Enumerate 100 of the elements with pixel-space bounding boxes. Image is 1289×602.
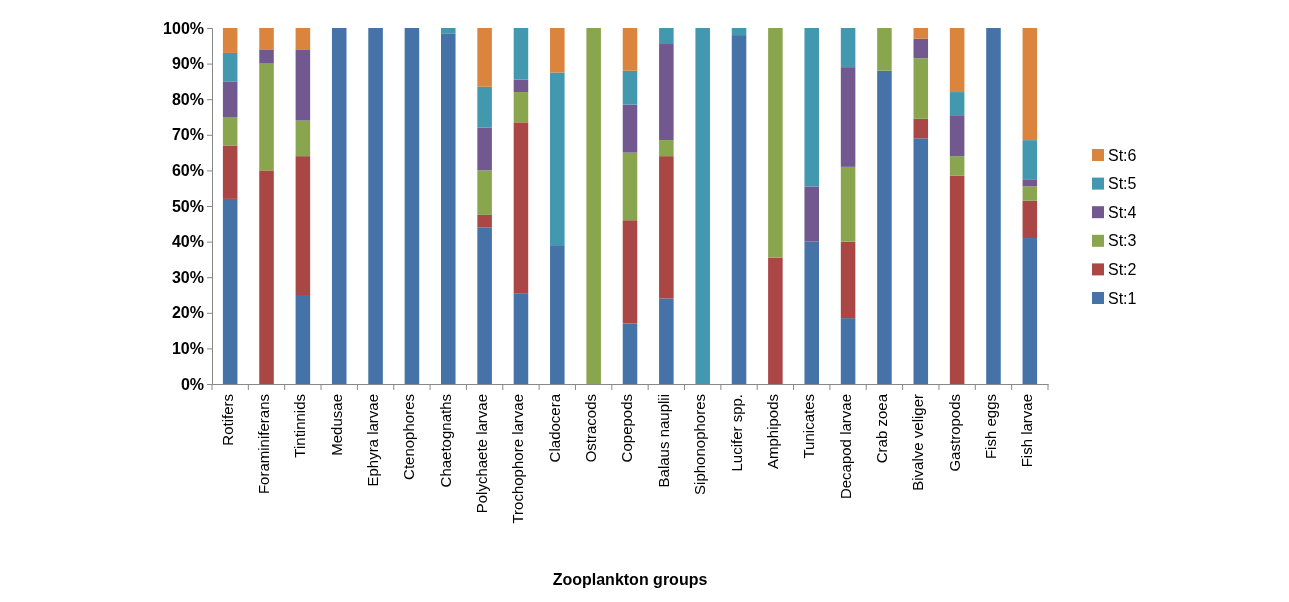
bar <box>222 117 238 146</box>
bar <box>477 227 492 384</box>
y-tick-label: 60% <box>171 162 204 180</box>
bar <box>949 175 965 384</box>
x-tick-label: Decapod larvae <box>836 394 854 500</box>
bar <box>440 28 456 34</box>
x-tick-label: Ostracods <box>582 394 600 463</box>
bar <box>877 70 892 384</box>
bar <box>295 28 311 50</box>
x-tick-label: Tunicates <box>800 394 818 459</box>
x-tick-label: Gastropods <box>945 394 963 472</box>
bar <box>222 52 238 82</box>
bar <box>295 120 311 157</box>
legend-label: St:1 <box>1108 289 1137 307</box>
bar <box>1022 238 1038 384</box>
y-tick-label: 80% <box>171 90 204 108</box>
bar <box>259 170 274 384</box>
bar <box>840 166 856 242</box>
bar <box>840 67 856 167</box>
x-tick-label: Crab zoea <box>872 393 890 464</box>
y-tick-label: 30% <box>171 268 204 286</box>
bar <box>586 28 601 384</box>
bar <box>513 122 529 294</box>
bar <box>659 44 674 141</box>
y-tick-label: 50% <box>171 197 204 215</box>
bar <box>913 38 929 59</box>
x-tick-label: Ctenophores <box>400 394 418 480</box>
y-tick-label: 70% <box>171 126 204 144</box>
bar <box>477 28 492 87</box>
bar <box>659 298 674 384</box>
bar <box>1022 179 1038 187</box>
bar <box>1022 28 1038 141</box>
y-tick-label: 100% <box>163 19 204 37</box>
x-tick-label: Cladocera <box>545 393 563 463</box>
bar <box>949 156 965 176</box>
bar <box>368 28 383 384</box>
bar <box>477 170 492 215</box>
bar <box>295 49 311 121</box>
bar <box>222 145 238 199</box>
y-tick-label: 0% <box>180 375 204 393</box>
bar <box>659 28 674 45</box>
bar <box>622 70 638 105</box>
bar <box>550 72 565 246</box>
bar <box>622 104 638 153</box>
bar <box>913 138 929 384</box>
bar <box>477 214 492 228</box>
bar <box>731 35 747 384</box>
x-tick-label: Bivalve veliger <box>909 394 927 491</box>
bar <box>731 28 747 36</box>
bar <box>550 245 565 384</box>
bar <box>513 293 529 384</box>
bar <box>986 28 1001 384</box>
legend-label: St:3 <box>1108 232 1137 250</box>
bar <box>949 92 965 116</box>
bar <box>259 28 274 50</box>
y-tick-label: 40% <box>171 233 204 251</box>
x-tick-label: Foraminiferans <box>254 394 272 495</box>
x-tick-label: Polychaete larvae <box>473 394 491 514</box>
bar <box>695 28 710 384</box>
bar <box>840 241 856 319</box>
bar <box>659 156 674 299</box>
bar <box>1022 186 1038 201</box>
x-axis-title: Zooplankton groups <box>552 571 708 588</box>
bar <box>804 186 820 242</box>
x-tick-label: Medusae <box>327 394 345 456</box>
legend-label: St:4 <box>1108 203 1137 221</box>
bar <box>913 118 929 139</box>
x-tick-label: Chaetognaths <box>436 394 454 488</box>
x-tick-label: Siphonophores <box>691 394 709 495</box>
bar <box>295 295 311 384</box>
bar <box>404 28 420 384</box>
bar <box>949 28 965 93</box>
bar <box>913 28 929 39</box>
bar <box>622 220 638 324</box>
bar <box>513 28 529 80</box>
bar <box>768 257 783 384</box>
bar <box>622 323 638 384</box>
x-tick-label: Lucifer spp. <box>727 394 745 472</box>
bar <box>804 241 820 384</box>
x-tick-label: Fish eggs <box>981 394 999 460</box>
bar <box>877 28 892 71</box>
y-tick-label: 10% <box>171 340 204 358</box>
bar <box>222 28 238 53</box>
legend-label: St:2 <box>1108 261 1137 278</box>
legend-label: St:5 <box>1108 175 1137 193</box>
bar <box>550 28 565 73</box>
bar <box>222 81 238 117</box>
bar <box>295 156 311 295</box>
bar <box>259 63 274 171</box>
bar <box>622 152 638 221</box>
x-tick-label: Rotifers <box>218 394 236 446</box>
x-tick-label: Balaus nauplii <box>654 394 672 488</box>
bar <box>840 318 856 384</box>
bar <box>477 86 492 128</box>
bar <box>440 33 456 384</box>
bar <box>222 198 238 384</box>
bar <box>804 28 820 187</box>
bar <box>949 115 965 157</box>
legend-label: St:6 <box>1108 146 1137 164</box>
x-tick-label: Ephyra larvae <box>364 394 382 487</box>
